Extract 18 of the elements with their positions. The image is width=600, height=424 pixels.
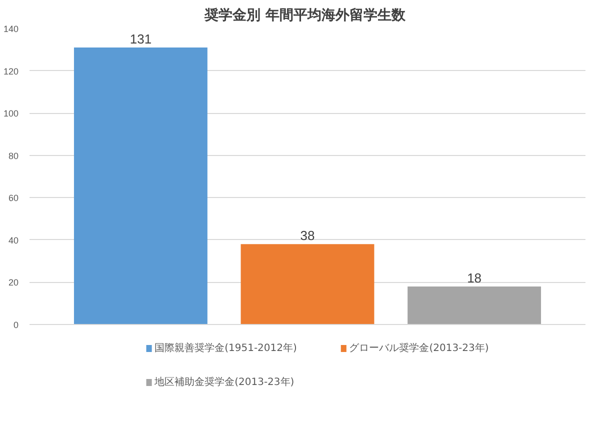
chart-title: 奨学金別 年間平均海外留学生数 [204, 8, 406, 24]
y-tick-label: 140 [3, 24, 19, 34]
legend-label: グローバル奨学金(2013-23年) [349, 342, 489, 354]
data-label: 131 [130, 32, 152, 47]
bar [74, 48, 208, 324]
legend-label: 国際親善奨学金(1951-2012年) [154, 342, 298, 354]
y-tick-label: 60 [8, 193, 19, 204]
y-tick-label: 120 [3, 66, 19, 76]
bar [240, 244, 374, 324]
data-label: 18 [467, 270, 482, 286]
y-tick-label: 0 [13, 320, 19, 330]
y-tick-label: 20 [8, 278, 19, 288]
legend-label: 地区補助金奨学金(2013-23年) [154, 376, 294, 388]
bar [408, 286, 542, 324]
y-tick-label: 80 [8, 150, 19, 161]
y-tick-label: 40 [8, 235, 19, 246]
data-label: 38 [300, 228, 315, 244]
y-tick-label: 100 [3, 108, 19, 119]
